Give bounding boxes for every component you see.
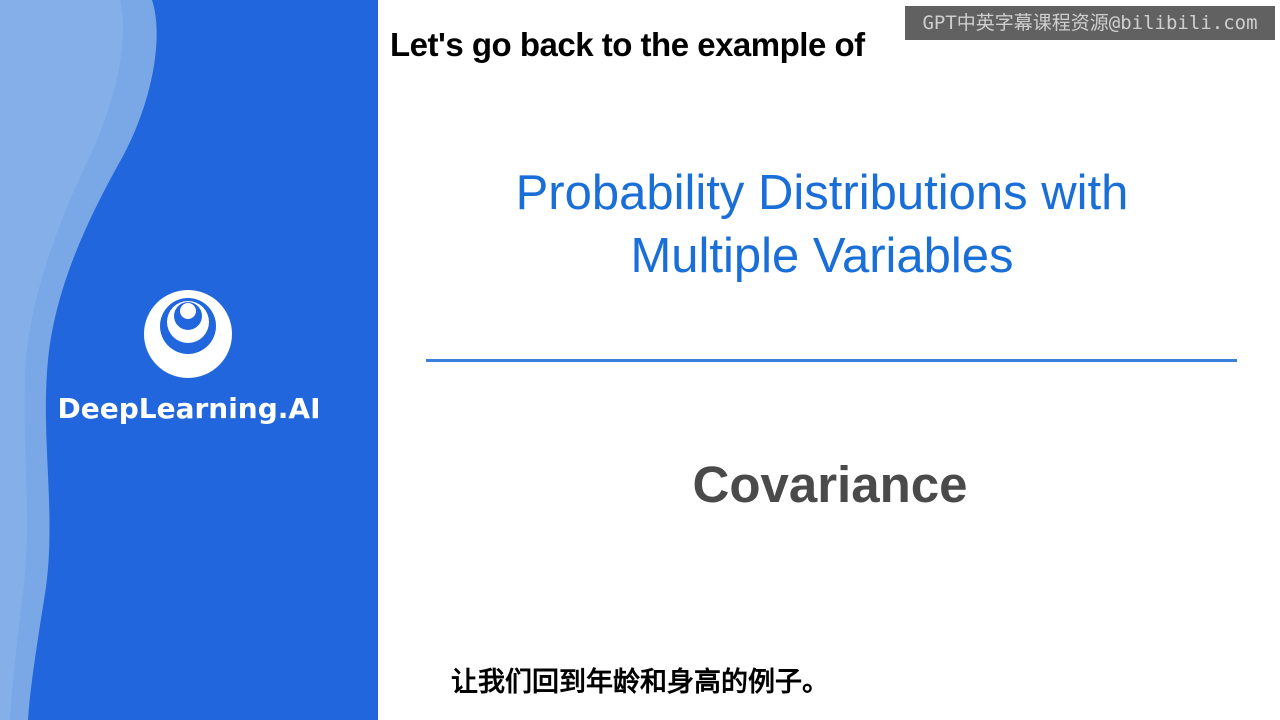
slide-title-line-1: Probability Distributions with	[515, 166, 1129, 220]
brand-name: DeepLearning.AI	[57, 392, 321, 425]
brand-sidebar: DeepLearning.AI	[0, 0, 378, 720]
title-divider	[426, 359, 1237, 362]
deeplearning-ai-logo-icon	[144, 290, 232, 378]
slide-title: Probability Distributions with Multiple …	[420, 162, 1224, 288]
watermark: GPT中英字幕课程资源@bilibili.com	[905, 6, 1275, 40]
section-title: Covariance	[692, 456, 968, 513]
slide-title-line-2: Multiple Variables	[630, 229, 1014, 283]
sidebar-background	[0, 0, 378, 720]
chinese-subtitle: 让我们回到年龄和身高的例子。	[451, 667, 829, 698]
english-subtitle: Let's go back to the example of	[389, 25, 866, 64]
